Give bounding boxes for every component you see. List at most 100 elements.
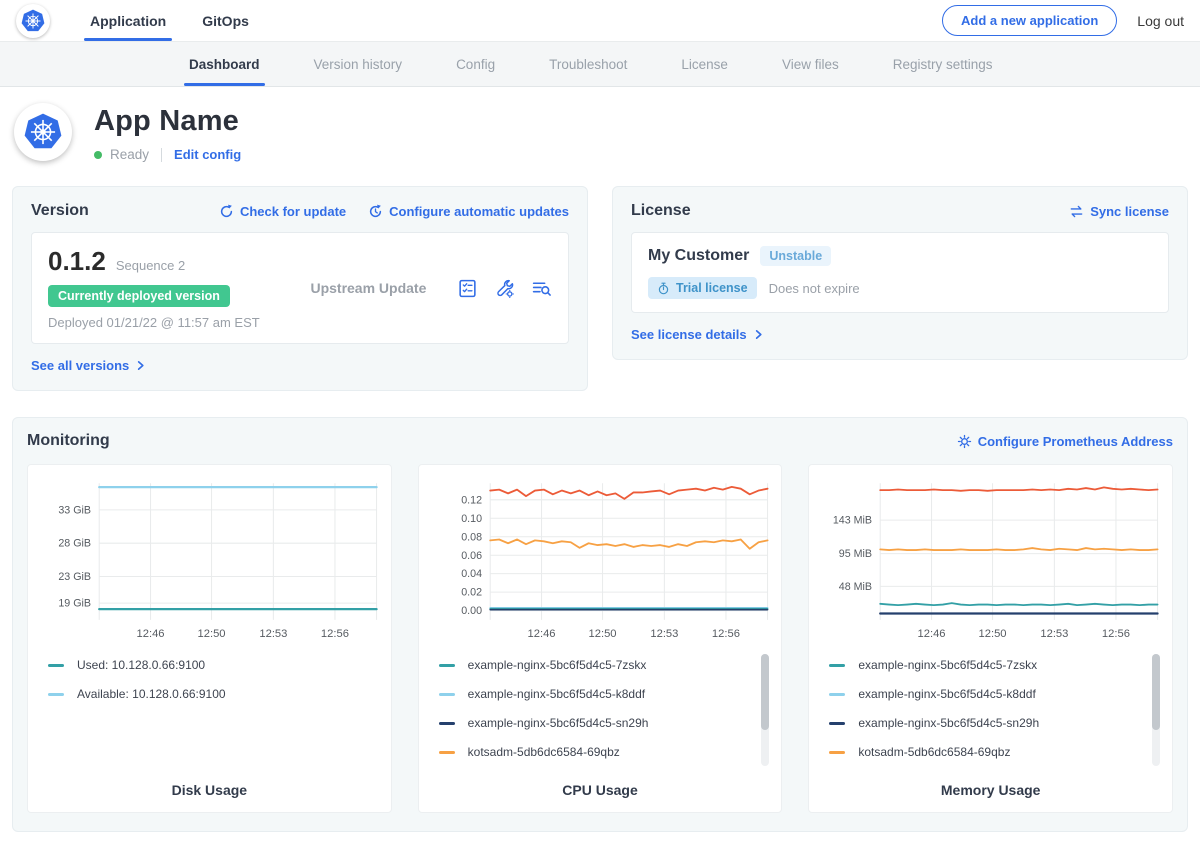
refresh-icon (220, 204, 233, 217)
svg-text:12:46: 12:46 (137, 628, 165, 640)
legend-scrollbar-thumb[interactable] (761, 654, 770, 731)
legend-scrollbar[interactable] (1152, 654, 1161, 767)
swap-arrows-icon (1070, 205, 1083, 217)
edit-config-link[interactable]: Edit config (174, 147, 242, 162)
legend-item-kotsadm-5db6dc6584-69qbz[interactable]: kotsadm-5db6dc6584-69qbz (829, 745, 1144, 759)
subnav-item-license[interactable]: License (681, 56, 728, 72)
divider (161, 147, 163, 162)
legend-dash-icon (829, 663, 846, 667)
topnav-tab-gitops[interactable]: GitOps (202, 12, 249, 29)
legend-item-example-nginx-5bc6f5d4c5-k8ddf[interactable]: example-nginx-5bc6f5d4c5-k8ddf (438, 687, 754, 702)
svg-text:23 GiB: 23 GiB (58, 571, 91, 583)
topnav-tabs: Application GitOps (72, 0, 267, 41)
charts-row: 19 GiB 23 GiB 28 GiB 33 GiB 12:46 12:50 12:53 1… (27, 464, 1174, 814)
monitoring-section: Monitoring Configure Prometheus Address … (12, 417, 1188, 833)
svg-text:12:50: 12:50 (979, 628, 1007, 640)
current-version-panel: 0.1.2 Sequence 2 Currently deployed vers… (31, 232, 569, 344)
configure-automatic-updates-link[interactable]: Configure automatic updates (368, 204, 569, 219)
license-panel: My Customer Unstable Trial license Does … (631, 232, 1169, 313)
version-number: 0.1.2 (48, 246, 106, 276)
cpu-usage-title: CPU Usage (562, 782, 638, 799)
svg-text:48 MiB: 48 MiB (839, 581, 872, 593)
release-notes-icon[interactable] (457, 278, 478, 299)
legend-scrollbar-thumb[interactable] (1152, 654, 1161, 731)
check-for-update-link[interactable]: Check for update (219, 204, 346, 219)
legend-item-example-nginx-5bc6f5d4c5-k8ddf[interactable]: example-nginx-5bc6f5d4c5-k8ddf (829, 687, 1144, 701)
version-card-title: Version (31, 202, 89, 219)
top-navbar: Application GitOps Add a new application … (0, 0, 1200, 42)
legend-dash-icon (48, 692, 64, 696)
app-subnav: Dashboard Version history Config Troublesho… (0, 42, 1200, 87)
svg-text:0.06: 0.06 (461, 550, 482, 562)
svg-text:12:46: 12:46 (527, 628, 555, 640)
svg-text:143 MiB: 143 MiB (833, 515, 872, 527)
legend-scrollbar[interactable] (761, 654, 770, 767)
legend-item-example-nginx-5bc6f5d4c5-7zskx[interactable]: example-nginx-5bc6f5d4c5-7zskx (438, 658, 754, 673)
legend-label: example-nginx-5bc6f5d4c5-7zskx (467, 658, 647, 673)
svg-text:0.12: 0.12 (461, 494, 482, 506)
legend-dash-icon (438, 663, 455, 667)
logout-button[interactable]: Log out (1137, 12, 1184, 29)
ready-status-dot (94, 150, 102, 159)
version-card: Version Check for update Configure au (12, 186, 588, 391)
page-title: App Name (94, 105, 240, 137)
deployed-version-badge: Currently deployed version (48, 285, 230, 307)
svg-text:12:56: 12:56 (712, 628, 740, 640)
subnav-item-registry-settings[interactable]: Registry settings (892, 56, 993, 72)
sync-license-link[interactable]: Sync license (1069, 204, 1169, 219)
svg-text:0.10: 0.10 (461, 513, 482, 525)
legend-item-example-nginx-5bc6f5d4c5-sn29h[interactable]: example-nginx-5bc6f5d4c5-sn29h (438, 716, 754, 730)
version-sequence: Sequence 2 (115, 258, 186, 273)
add-application-button[interactable]: Add a new application (942, 5, 1118, 36)
cards-row: Version Check for update Configure au (0, 186, 1200, 391)
see-license-details-label: See license details (631, 327, 747, 342)
svg-text:0.04: 0.04 (461, 568, 482, 580)
app-status-text: Ready (110, 147, 150, 162)
legend-item-kotsadm-5db6dc6584-69qbz[interactable]: kotsadm-5db6dc6584-69qbz (438, 745, 754, 760)
topnav-tab-application[interactable]: Application (72, 0, 184, 41)
subnav-item-dashboard[interactable]: Dashboard (162, 42, 287, 86)
subnav-item-config[interactable]: Config (456, 56, 496, 72)
see-license-details-link[interactable]: See license details (631, 327, 764, 342)
edit-config-wrench-icon[interactable] (494, 278, 515, 299)
svg-text:0.00: 0.00 (461, 605, 482, 617)
legend-dash-icon (829, 750, 846, 754)
legend-item-available-10-128-0-66-9100[interactable]: Available: 10.128.0.66:9100 (48, 687, 363, 701)
svg-text:19 GiB: 19 GiB (58, 598, 91, 610)
subnav-item-troubleshoot[interactable]: Troubleshoot (549, 56, 628, 72)
legend-label: Available: 10.128.0.66:9100 (77, 687, 226, 702)
view-logs-icon[interactable] (531, 278, 552, 299)
license-expiry: Does not expire (768, 280, 860, 296)
legend-dash-icon (438, 692, 455, 696)
cpu-usage-card: 0.00 0.02 0.04 0.06 0.08 0.10 0.12 12:46 12:50 12… (417, 464, 783, 814)
chevron-right-icon (755, 330, 762, 339)
legend-item-used-10-128-0-66-9100[interactable]: Used: 10.128.0.66:9100 (48, 658, 363, 672)
subnav-item-view-files[interactable]: View files (781, 56, 839, 72)
svg-text:12:53: 12:53 (650, 628, 678, 640)
legend-dash-icon (829, 692, 846, 696)
svg-text:12:56: 12:56 (1102, 628, 1130, 640)
configure-prometheus-link[interactable]: Configure Prometheus Address (957, 434, 1173, 449)
see-all-versions-link[interactable]: See all versions (31, 358, 146, 373)
svg-text:12:50: 12:50 (588, 628, 616, 640)
svg-text:12:56: 12:56 (321, 628, 349, 640)
legend-dash-icon (48, 663, 64, 667)
memory-usage-card: 48 MiB 95 MiB 143 MiB 12:46 12:50 12:53 12:56 … (808, 464, 1174, 814)
memory-usage-chart: 48 MiB 95 MiB 143 MiB 12:46 12:50 12:53 12:56 (833, 483, 1160, 640)
svg-text:12:53: 12:53 (1041, 628, 1069, 640)
legend-label: example-nginx-5bc6f5d4c5-k8ddf (467, 687, 646, 702)
check-for-update-label: Check for update (239, 203, 347, 219)
legend-label: kotsadm-5db6dc6584-69qbz (467, 745, 620, 760)
svg-text:95 MiB: 95 MiB (839, 548, 872, 560)
memory-usage-title: Memory Usage (940, 782, 1041, 799)
legend-item-example-nginx-5bc6f5d4c5-sn29h[interactable]: example-nginx-5bc6f5d4c5-sn29h (829, 716, 1144, 730)
stopwatch-icon (658, 282, 669, 294)
kubernetes-logo-icon (16, 3, 50, 38)
subnav-item-version-history[interactable]: Version history (313, 56, 403, 72)
legend-label: kotsadm-5db6dc6584-69qbz (858, 745, 1011, 760)
legend-item-example-nginx-5bc6f5d4c5-7zskx[interactable]: example-nginx-5bc6f5d4c5-7zskx (829, 658, 1144, 672)
legend-dash-icon (438, 721, 455, 725)
cpu-usage-legend: example-nginx-5bc6f5d4c5-7zskx example-ng… (427, 652, 774, 774)
legend-label: example-nginx-5bc6f5d4c5-sn29h (858, 716, 1040, 731)
monitoring-title: Monitoring (27, 432, 110, 449)
